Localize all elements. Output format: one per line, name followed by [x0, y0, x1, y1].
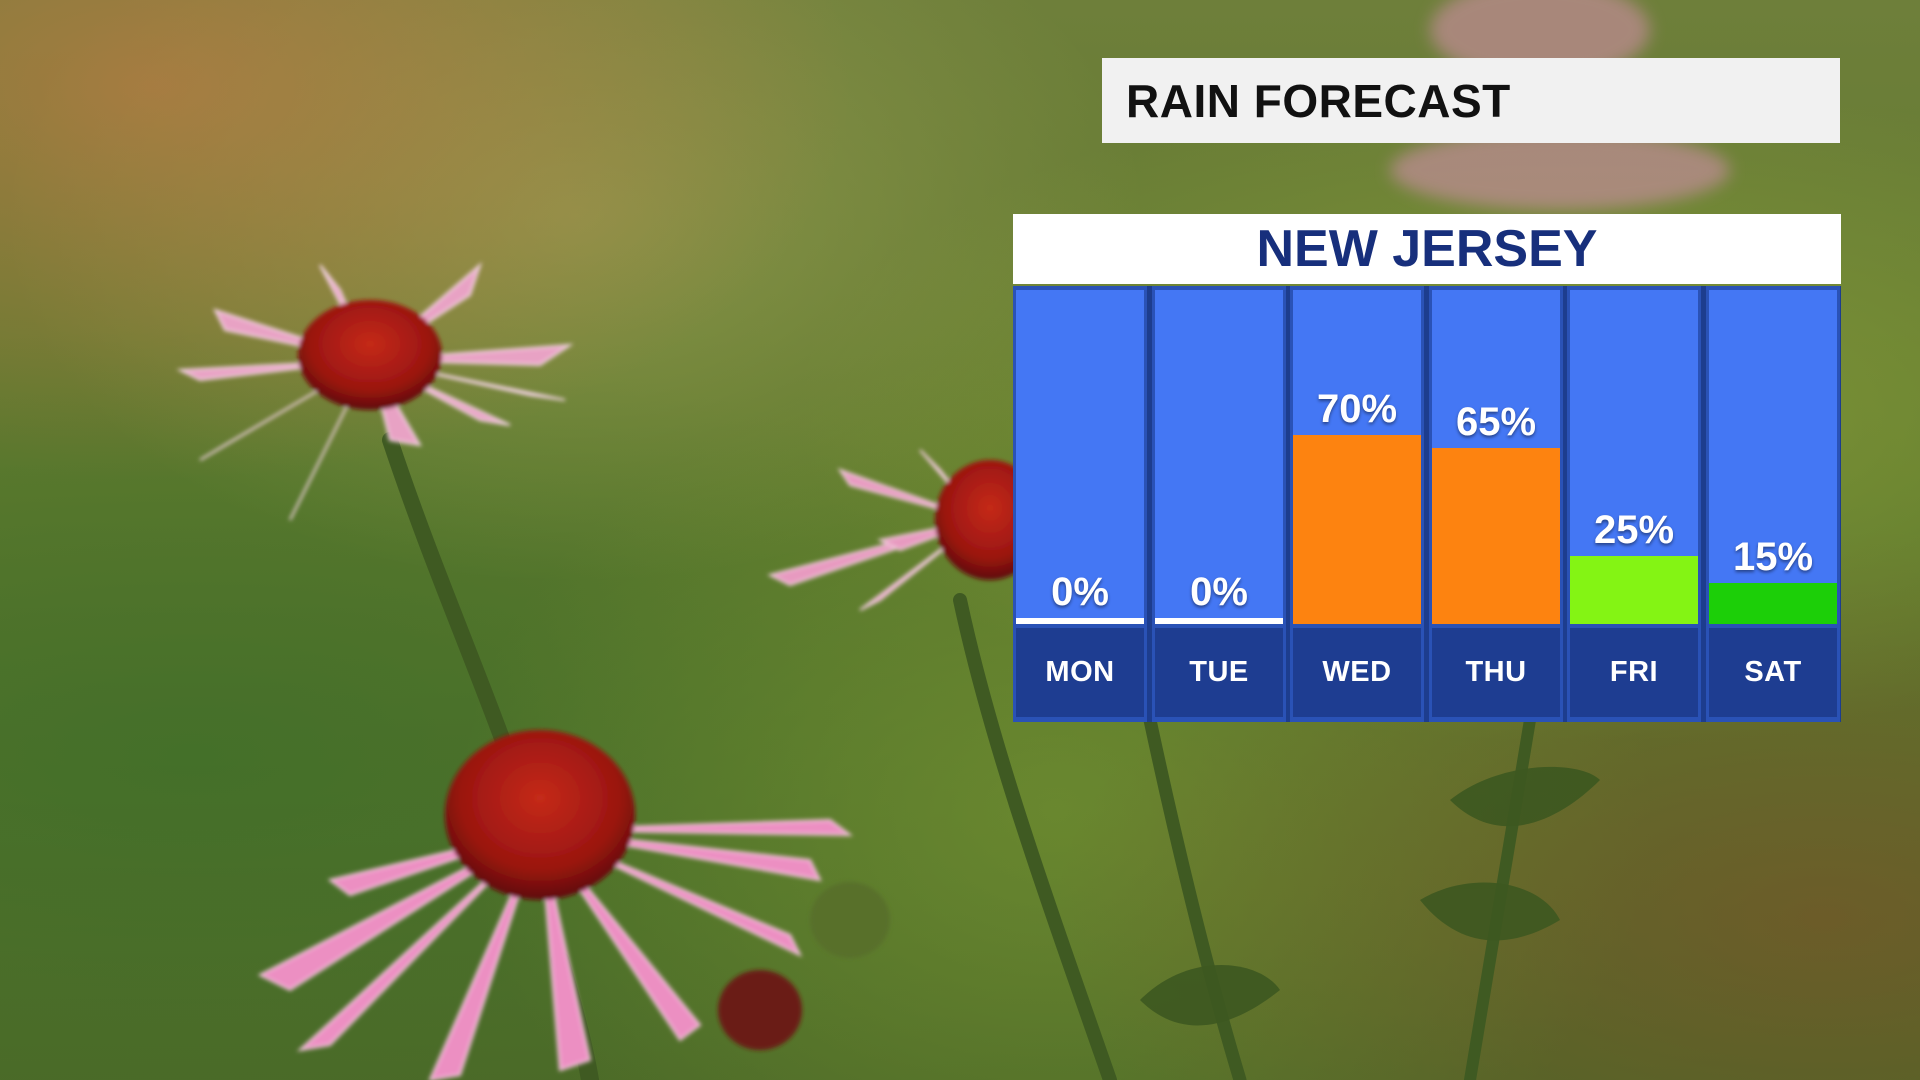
rain-bar-wed — [1293, 435, 1421, 624]
rain-percent-label-wed: 70% — [1316, 387, 1398, 431]
bar-track-fri: 25% — [1570, 290, 1698, 624]
bar-track-mon: 0% — [1016, 290, 1144, 624]
day-label-cell-sat: SAT — [1709, 628, 1837, 717]
day-label-mon: MON — [1045, 656, 1115, 688]
rain-bar-fri — [1570, 556, 1698, 624]
day-column-mon: 0% MON — [1013, 286, 1147, 722]
day-label-sat: SAT — [1744, 656, 1802, 688]
bar-track-sat: 15% — [1709, 290, 1837, 624]
bar-track-tue: 0% — [1155, 290, 1283, 624]
rain-bar-mon — [1016, 618, 1144, 624]
day-label-cell-thu: THU — [1432, 628, 1560, 717]
region-title: NEW JERSEY — [1256, 220, 1598, 278]
day-column-fri: 25% FRI — [1567, 286, 1701, 722]
day-label-cell-fri: FRI — [1570, 628, 1698, 717]
day-label-cell-wed: WED — [1293, 628, 1421, 717]
day-label-cell-mon: MON — [1016, 628, 1144, 717]
rain-percent-label-thu: 65% — [1455, 400, 1537, 444]
day-column-wed: 70% WED — [1290, 286, 1424, 722]
region-header: NEW JERSEY — [1013, 214, 1841, 284]
day-column-thu: 65% THU — [1429, 286, 1563, 722]
rain-forecast-title-card: RAIN FORECAST — [1102, 58, 1840, 143]
day-label-thu: THU — [1465, 656, 1527, 688]
bar-track-wed: 70% — [1293, 290, 1421, 624]
rain-percent-label-mon: 0% — [1051, 570, 1109, 614]
rain-bar-tue — [1155, 618, 1283, 624]
day-label-tue: TUE — [1189, 656, 1249, 688]
chart-plot-area: 0% MON 0% TUE 70% WED 65% THU 25% FRI 15% SAT — [1013, 286, 1841, 722]
page-title: RAIN FORECAST — [1126, 74, 1511, 127]
day-label-wed: WED — [1322, 656, 1392, 688]
day-label-fri: FRI — [1609, 656, 1659, 688]
rain-percent-label-sat: 15% — [1732, 535, 1814, 579]
rain-bar-thu — [1432, 448, 1560, 624]
day-label-cell-tue: TUE — [1155, 628, 1283, 717]
rain-percent-label-fri: 25% — [1593, 508, 1675, 552]
rain-bar-sat — [1709, 583, 1837, 624]
day-column-sat: 15% SAT — [1706, 286, 1840, 722]
day-column-tue: 0% TUE — [1152, 286, 1286, 722]
rain-chart-panel: NEW JERSEY 0% MON 0% TUE 70% WED 65% THU 25% FRI 1… — [1013, 214, 1841, 722]
rain-percent-label-tue: 0% — [1190, 570, 1248, 614]
bar-track-thu: 65% — [1432, 290, 1560, 624]
